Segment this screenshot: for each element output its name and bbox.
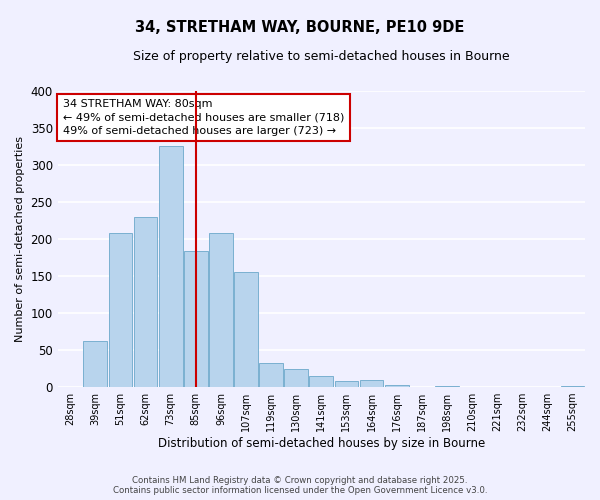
- Bar: [435, 386, 459, 387]
- Bar: [359, 380, 383, 387]
- Bar: [159, 146, 182, 387]
- Text: 34 STRETHAM WAY: 80sqm
← 49% of semi-detached houses are smaller (718)
49% of se: 34 STRETHAM WAY: 80sqm ← 49% of semi-det…: [63, 100, 344, 136]
- Bar: [234, 272, 258, 387]
- Y-axis label: Number of semi-detached properties: Number of semi-detached properties: [15, 136, 25, 342]
- Bar: [259, 364, 283, 387]
- Title: Size of property relative to semi-detached houses in Bourne: Size of property relative to semi-detach…: [133, 50, 509, 63]
- Bar: [83, 341, 107, 387]
- Bar: [284, 368, 308, 387]
- Bar: [560, 386, 584, 387]
- Bar: [335, 381, 358, 387]
- X-axis label: Distribution of semi-detached houses by size in Bourne: Distribution of semi-detached houses by …: [158, 437, 485, 450]
- Bar: [134, 216, 157, 387]
- Bar: [310, 376, 333, 387]
- Text: 34, STRETHAM WAY, BOURNE, PE10 9DE: 34, STRETHAM WAY, BOURNE, PE10 9DE: [136, 20, 464, 35]
- Bar: [209, 233, 233, 387]
- Bar: [385, 385, 409, 387]
- Text: Contains HM Land Registry data © Crown copyright and database right 2025.
Contai: Contains HM Land Registry data © Crown c…: [113, 476, 487, 495]
- Bar: [184, 250, 208, 387]
- Bar: [109, 233, 133, 387]
